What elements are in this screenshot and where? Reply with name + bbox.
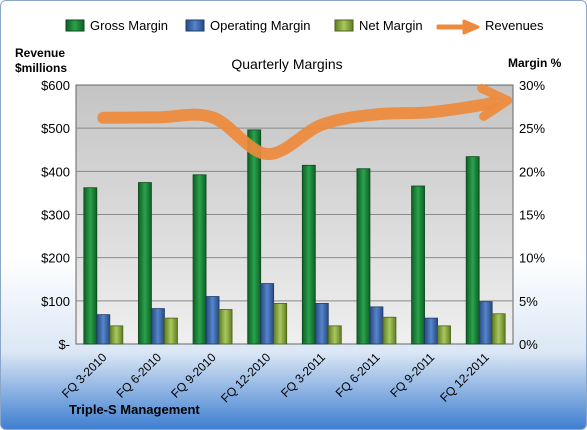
legend-swatch-revenues [436, 19, 480, 35]
left-tick-label: $- [58, 337, 70, 352]
bars-group [83, 129, 506, 345]
bar-net-margin [109, 325, 124, 345]
left-axis-ticks: $- $100 $200 $300 $400 $500 $600 [41, 78, 70, 352]
left-tick-label: $300 [41, 208, 70, 223]
bar-gross-margin [138, 182, 152, 345]
left-tick-label: $600 [41, 78, 70, 93]
left-tick-label: $500 [41, 121, 70, 136]
x-category-label: FQ 3-2011 [278, 350, 328, 400]
bar-gross-margin [247, 129, 262, 345]
legend-gross-margin: Gross Margin [90, 18, 168, 33]
right-tick-label: 30% [519, 78, 545, 93]
bar-net-margin [437, 325, 451, 345]
right-axis-label: Margin % [508, 56, 562, 70]
right-tick-label: 15% [519, 208, 545, 223]
legend-revenues: Revenues [485, 18, 544, 33]
x-category-label: FQ 9-2010 [168, 350, 219, 401]
bar-net-margin [273, 303, 288, 345]
bar-gross-margin [301, 164, 316, 345]
revenue-line [97, 96, 498, 161]
legend-swatch-net-margin [334, 19, 354, 32]
bar-gross-margin [411, 185, 425, 345]
bar-operating-margin [151, 308, 165, 345]
x-category-label: FQ 6-2011 [333, 350, 383, 400]
legend-swatch-gross-margin [65, 19, 85, 32]
left-axis-label-line1: Revenue [15, 46, 65, 60]
bar-net-margin [218, 309, 233, 345]
bar-operating-margin [424, 317, 438, 345]
bar-gross-margin [83, 187, 98, 345]
right-tick-label: 20% [519, 164, 545, 179]
bar-net-margin [382, 316, 397, 345]
legend-operating-margin: Operating Margin [210, 18, 310, 33]
bar-gross-margin [356, 168, 371, 345]
right-tick-label: 10% [519, 251, 545, 266]
bar-operating-margin [205, 296, 220, 345]
company-name: Triple-S Management [69, 402, 200, 417]
chart-title: Quarterly Margins [231, 56, 342, 72]
bar-operating-margin [314, 303, 329, 345]
bar-gross-margin [465, 156, 480, 345]
right-tick-label: 0% [519, 337, 538, 352]
x-category-label: FQ 3-2010 [59, 350, 110, 401]
bar-operating-margin [260, 283, 275, 345]
bar-operating-margin [96, 314, 111, 345]
bar-net-margin [164, 317, 178, 345]
bar-gross-margin [192, 174, 207, 345]
bar-net-margin [327, 325, 342, 345]
revenue-line-group [97, 83, 513, 161]
right-axis-ticks: 0% 5% 10% 15% 20% 25% 30% [519, 78, 545, 352]
legend-swatch-operating-margin [185, 19, 205, 32]
right-tick-label: 5% [519, 294, 538, 309]
legend: Gross Margin Operating Margin Net Margin… [65, 18, 544, 35]
x-category-label: FQ 12-2010 [218, 350, 273, 405]
x-category-label: FQ 12-2011 [437, 350, 492, 405]
x-category-label: FQ 6-2010 [114, 350, 165, 401]
bar-net-margin [491, 313, 506, 345]
legend-net-margin: Net Margin [359, 18, 423, 33]
left-tick-label: $400 [41, 164, 70, 179]
bar-operating-margin [369, 306, 384, 345]
left-axis-label-line2: $millions [15, 61, 67, 75]
x-axis-labels: FQ 3-2010 FQ 6-2010 FQ 9-2010 FQ 12-2010 FQ … [59, 350, 492, 405]
right-tick-label: 25% [519, 121, 545, 136]
left-tick-label: $200 [41, 251, 70, 266]
revenue-arrow-head [477, 83, 513, 121]
bar-operating-margin [478, 301, 493, 345]
left-tick-label: $100 [41, 294, 70, 309]
x-category-label: FQ 9-2011 [387, 350, 437, 400]
